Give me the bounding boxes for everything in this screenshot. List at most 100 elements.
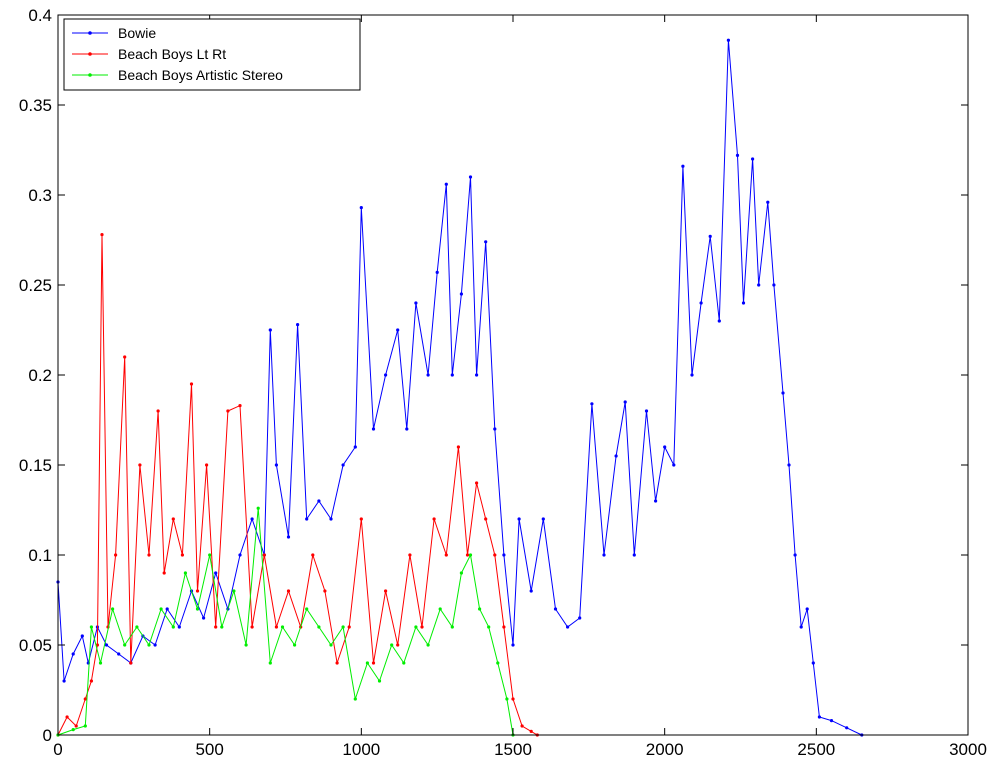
- data-point: [493, 427, 497, 431]
- data-point: [214, 571, 218, 575]
- data-point: [468, 553, 473, 557]
- data-point: [787, 463, 791, 467]
- x-tick-label: 1000: [342, 740, 380, 759]
- data-point: [757, 283, 761, 287]
- data-point: [699, 301, 703, 305]
- data-point: [208, 553, 212, 557]
- data-point: [180, 553, 184, 557]
- data-point: [305, 607, 309, 611]
- legend-swatch-marker: [88, 52, 92, 56]
- data-point: [511, 697, 515, 701]
- data-point: [553, 607, 558, 611]
- data-point: [566, 625, 570, 629]
- y-tick-label: 0: [43, 726, 52, 745]
- data-point: [465, 553, 470, 557]
- data-point: [459, 571, 463, 575]
- x-tick-label: 2500: [797, 740, 835, 759]
- data-point: [171, 625, 175, 629]
- data-point: [772, 283, 776, 287]
- y-tick-label: 0.15: [19, 456, 52, 475]
- data-point: [578, 616, 582, 620]
- data-point: [541, 517, 545, 521]
- data-point: [238, 404, 242, 408]
- y-tick-label: 0.05: [19, 636, 52, 655]
- data-point: [104, 643, 109, 647]
- data-point: [396, 328, 400, 332]
- data-point: [426, 643, 430, 647]
- data-point: [781, 391, 785, 395]
- data-point: [741, 301, 746, 305]
- data-point: [829, 719, 834, 723]
- data-point: [100, 233, 104, 237]
- data-point: [71, 652, 75, 656]
- x-tick-label: 1500: [494, 740, 532, 759]
- legend-label: Beach Boys Artistic Stereo: [118, 67, 283, 83]
- data-point: [805, 607, 809, 611]
- data-point: [602, 553, 606, 557]
- data-point: [138, 463, 142, 467]
- data-point: [390, 643, 394, 647]
- data-point: [274, 463, 278, 467]
- data-point: [496, 661, 500, 665]
- legend-swatch-marker: [88, 73, 92, 77]
- data-point: [159, 607, 163, 611]
- data-point: [475, 373, 479, 377]
- data-point: [286, 589, 291, 593]
- x-tick-label: 0: [53, 740, 62, 759]
- data-point: [147, 643, 151, 647]
- series-line: [57, 234, 538, 736]
- data-point: [117, 652, 121, 656]
- data-point: [250, 625, 254, 629]
- y-tick-label: 0.25: [19, 276, 52, 295]
- data-point: [347, 625, 351, 629]
- data-point: [123, 355, 127, 359]
- data-point: [329, 517, 333, 521]
- data-point: [220, 625, 224, 629]
- data-point: [502, 625, 506, 629]
- data-point: [65, 715, 69, 719]
- data-point: [353, 445, 357, 449]
- data-point: [74, 724, 78, 728]
- data-point: [456, 445, 460, 449]
- data-point: [672, 463, 676, 467]
- data-point: [238, 553, 242, 557]
- data-point: [80, 634, 84, 638]
- data-point: [432, 517, 436, 521]
- y-tick-label: 0.1: [28, 546, 52, 565]
- data-point: [384, 373, 388, 377]
- data-point: [444, 182, 448, 186]
- x-tick-label: 3000: [949, 740, 987, 759]
- data-point: [529, 729, 533, 734]
- data-point: [766, 200, 770, 204]
- data-point: [147, 553, 151, 557]
- data-point: [505, 697, 509, 701]
- data-point: [520, 724, 524, 728]
- data-point: [475, 481, 479, 485]
- data-point: [396, 643, 400, 647]
- data-point: [438, 607, 442, 611]
- data-point: [511, 643, 515, 647]
- data-point: [845, 726, 849, 730]
- data-point: [663, 445, 667, 449]
- y-tick-label: 0.3: [28, 186, 52, 205]
- data-point: [359, 206, 363, 210]
- data-point: [305, 517, 309, 521]
- y-tick-label: 0.2: [28, 366, 52, 385]
- data-point: [444, 553, 448, 557]
- data-point: [244, 643, 248, 647]
- data-point: [341, 463, 345, 467]
- y-tick-label: 0.4: [28, 6, 52, 25]
- data-point: [408, 553, 412, 557]
- data-point: [644, 409, 649, 413]
- y-tick-label: 0.35: [19, 96, 52, 115]
- data-point: [256, 506, 260, 510]
- data-point: [420, 625, 424, 629]
- data-point: [450, 373, 454, 377]
- data-point: [405, 427, 409, 431]
- data-point: [89, 679, 93, 683]
- data-point: [250, 517, 254, 521]
- data-point: [341, 625, 345, 629]
- data-point: [335, 661, 339, 665]
- data-point: [183, 571, 187, 575]
- data-point: [189, 382, 194, 386]
